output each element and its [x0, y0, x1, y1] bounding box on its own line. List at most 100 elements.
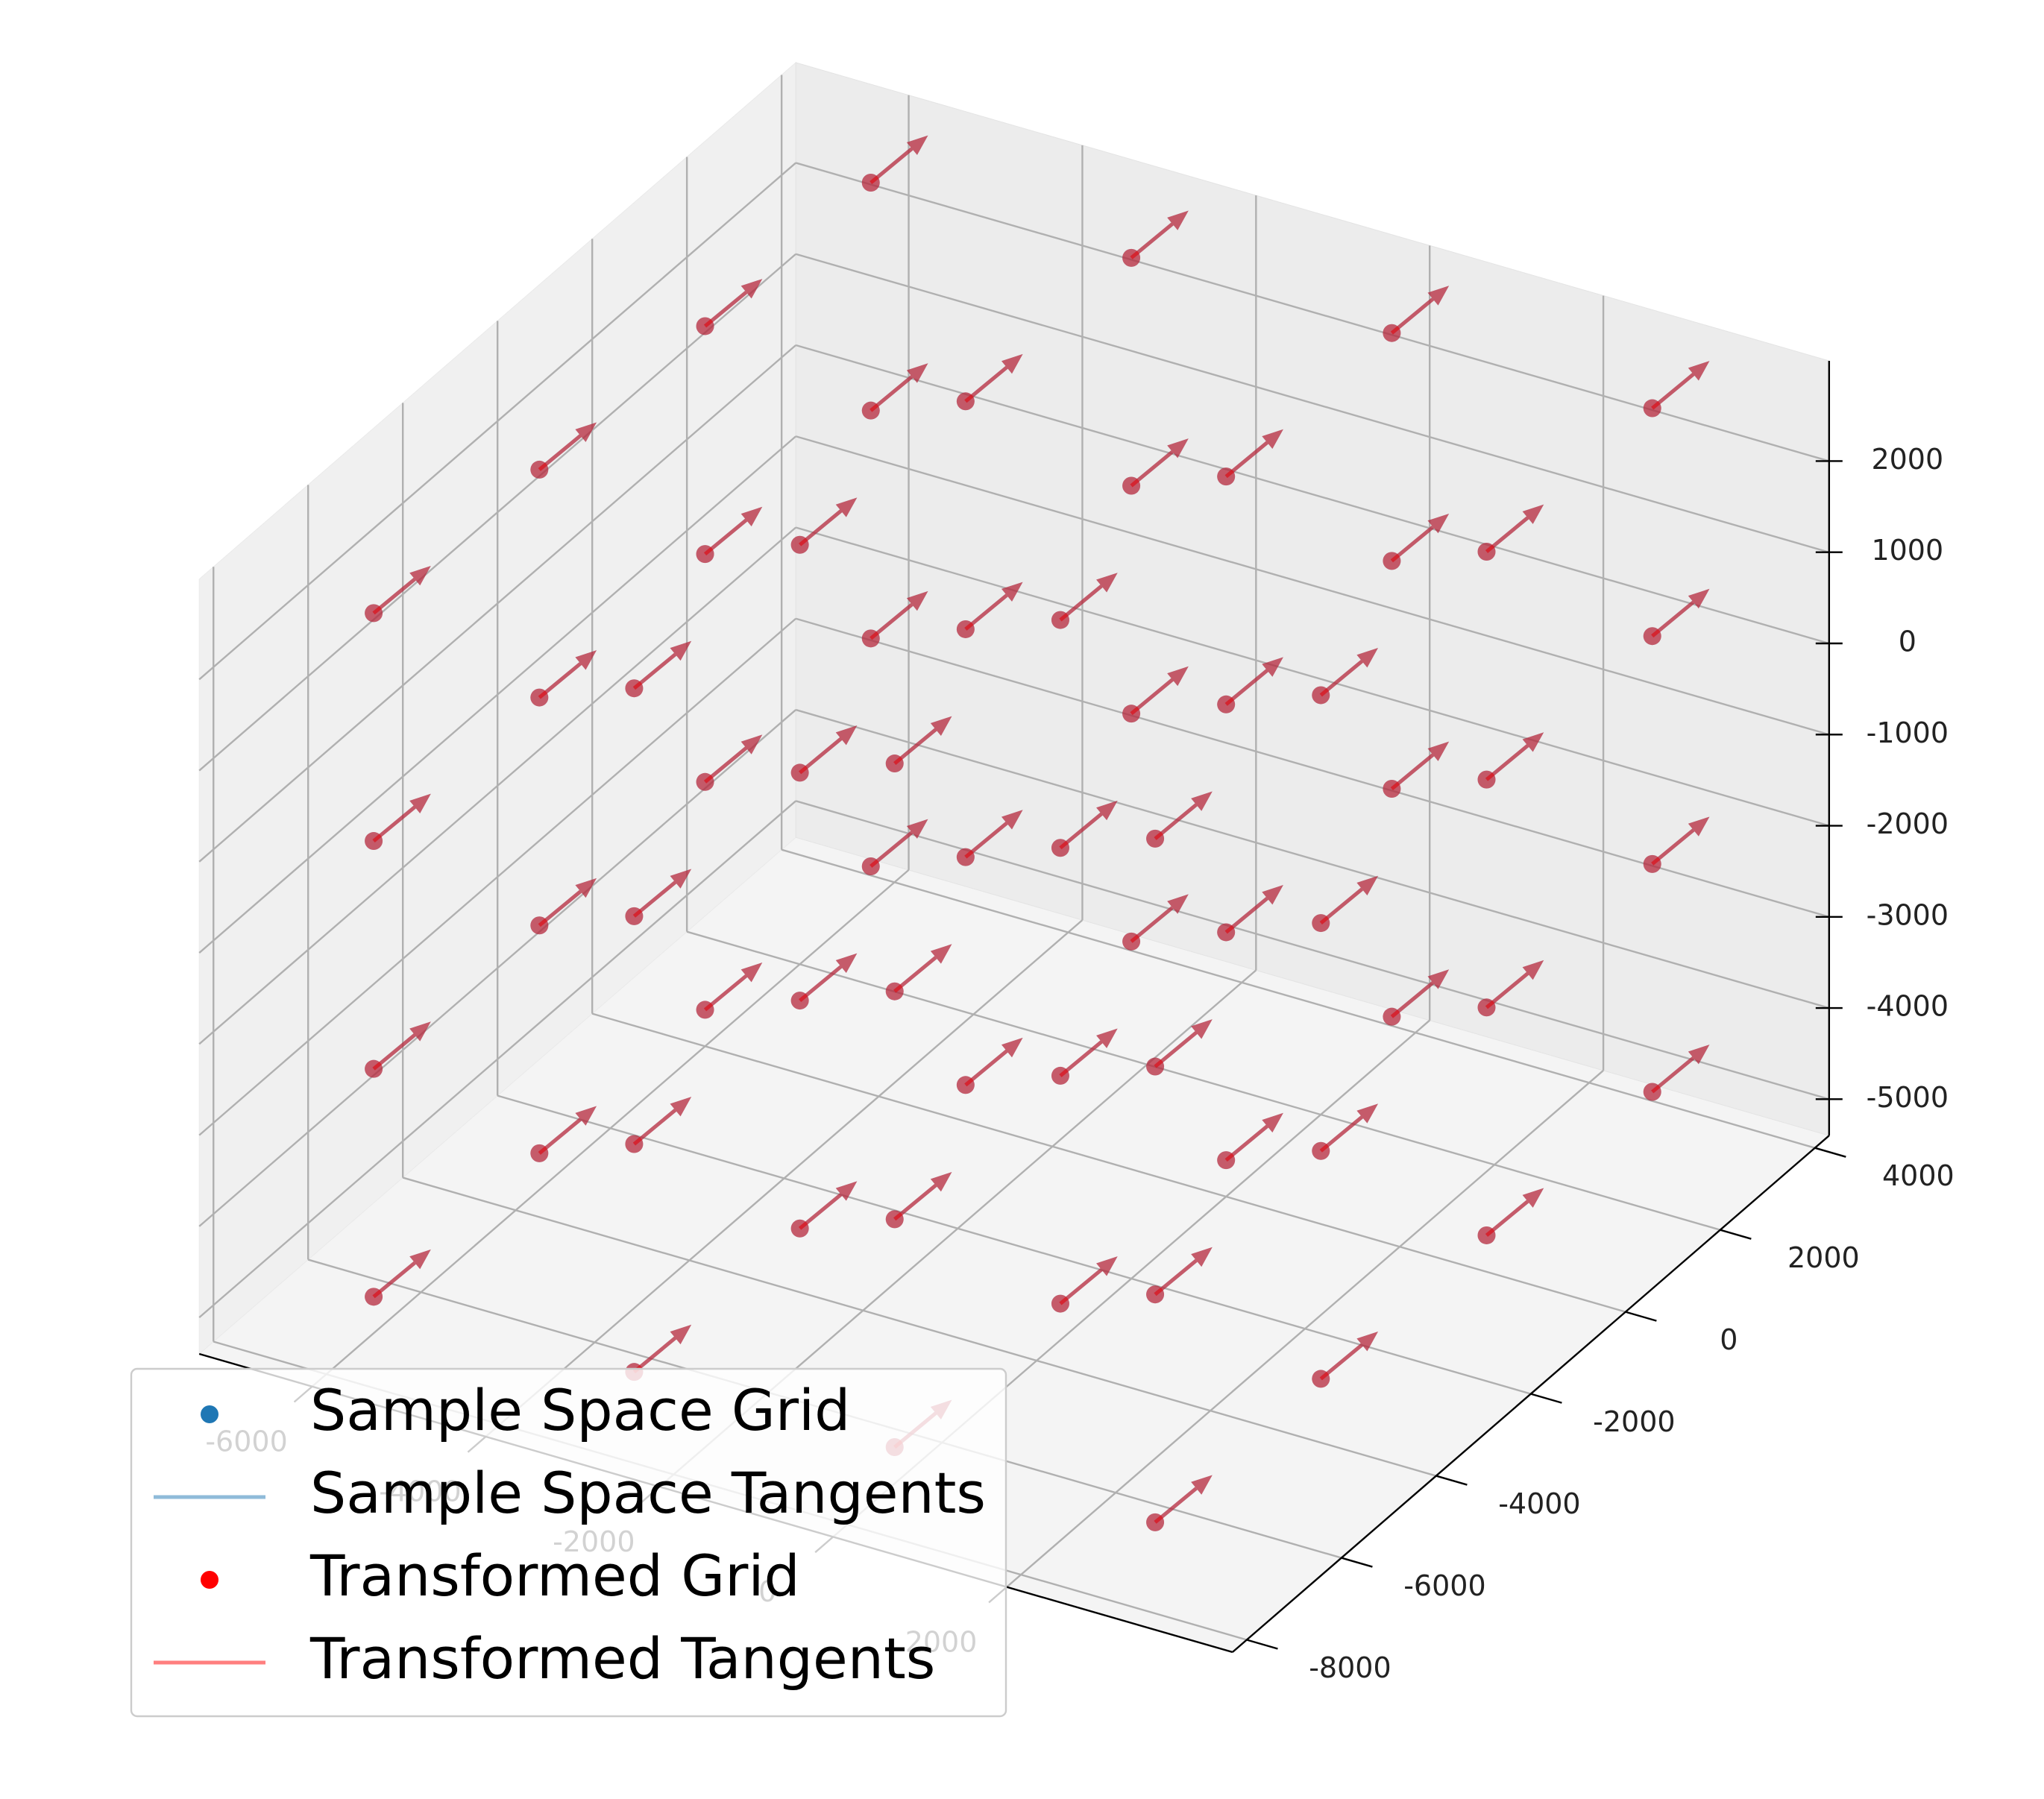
z-tick-label: 2000	[1871, 443, 1943, 476]
tangent-shaft	[799, 965, 843, 1002]
tangent-shaft	[1154, 1487, 1198, 1524]
y-tick-label: 0	[1720, 1323, 1738, 1356]
tangent-shaft	[1651, 373, 1695, 410]
legend-label: Transformed Grid	[309, 1543, 800, 1609]
grid-line	[795, 708, 1830, 1009]
tangent-head	[835, 725, 858, 746]
tangent-shaft	[870, 602, 913, 640]
tangent-head	[1356, 1103, 1379, 1124]
tangent-shaft	[703, 974, 748, 1012]
tangent-head	[1167, 210, 1189, 230]
tangent-head	[1262, 429, 1283, 450]
tangent-head	[575, 1106, 597, 1126]
legend-label: Transformed Tangents	[309, 1625, 935, 1692]
grid-line	[795, 435, 1830, 736]
tangent-head	[835, 953, 858, 973]
y-tick	[1341, 1557, 1373, 1568]
z-tick-label: 1000	[1871, 534, 1943, 567]
grid-line	[497, 1094, 1532, 1395]
tangent-shaft	[703, 746, 748, 784]
tangent-head	[930, 716, 952, 736]
y-tick	[1246, 1639, 1278, 1650]
z-tick-label: -1000	[1867, 716, 1949, 749]
tangent-shaft	[1059, 585, 1103, 622]
grid-line	[781, 848, 1816, 1149]
tangent-shaft	[1485, 1200, 1529, 1237]
tangent-head	[1688, 1045, 1710, 1065]
grid-line	[198, 800, 796, 1319]
tangent-head	[409, 1021, 431, 1042]
tangent-shaft	[1485, 744, 1529, 781]
tangent-shaft	[1651, 828, 1695, 866]
grid-line	[795, 526, 1830, 827]
tangent-shaft	[1319, 1115, 1364, 1153]
y-tick-label: -8000	[1309, 1651, 1391, 1684]
tangent-head	[1001, 582, 1023, 602]
tangent-shaft	[1224, 896, 1268, 934]
legend-label: Sample Space Tangents	[310, 1460, 986, 1526]
tangent-shaft	[799, 509, 843, 546]
tangent-head	[1096, 1256, 1118, 1276]
tangent-head	[906, 135, 928, 155]
tangent-shaft	[1130, 450, 1174, 488]
tangent-head	[1001, 353, 1023, 374]
tangent-head	[575, 422, 597, 442]
grid-line	[686, 930, 1721, 1231]
tangent-shaft	[632, 1336, 677, 1374]
tangent-head	[740, 506, 763, 527]
tangent-shaft	[1224, 669, 1268, 706]
tangent-shaft	[632, 652, 677, 690]
tangent-head	[906, 363, 928, 383]
tangent-shaft	[1390, 525, 1435, 563]
y-tick	[1625, 1311, 1657, 1322]
tangent-head	[1167, 894, 1189, 914]
tangent-shaft	[870, 375, 913, 412]
tangent-head	[740, 734, 763, 754]
tangent-head	[906, 819, 928, 839]
grid-line	[402, 1176, 1437, 1477]
tangent-head	[1688, 588, 1710, 609]
tangent-head	[670, 1324, 692, 1345]
tangent-shaft	[964, 365, 1008, 403]
tangent-shaft	[1059, 1040, 1103, 1077]
tangent-head	[670, 640, 692, 661]
tangent-head	[1427, 286, 1450, 306]
tangent-shaft	[1651, 600, 1695, 638]
tangent-head	[575, 650, 597, 670]
tangent-head	[1096, 1028, 1118, 1048]
tangent-shaft	[893, 728, 937, 765]
tangent-head	[1191, 791, 1213, 811]
grid-line	[198, 709, 796, 1227]
y-tick	[1435, 1475, 1468, 1486]
tangent-head	[1001, 810, 1023, 830]
grid-line	[198, 344, 796, 863]
tangent-head	[835, 1181, 858, 1201]
tangent-shaft	[964, 822, 1008, 859]
tangent-head	[1167, 666, 1189, 687]
legend-marker	[201, 1405, 218, 1423]
grid-line	[198, 162, 796, 681]
legend-box	[130, 1367, 1007, 1718]
tangent-head	[1191, 1247, 1213, 1267]
tangent-head	[1167, 438, 1189, 459]
tangent-head	[1522, 1188, 1544, 1208]
tangent-shaft	[1390, 981, 1435, 1018]
legend: Sample Space Grid Sample Space Tangents Tr…	[130, 1367, 1007, 1718]
tangent-head	[1262, 1112, 1283, 1133]
tangent-shaft	[1130, 222, 1174, 259]
tangent-head	[1522, 960, 1544, 980]
tangent-shaft	[372, 1033, 416, 1071]
tangent-shaft	[1485, 516, 1529, 553]
tangent-shaft	[870, 147, 913, 184]
z-tick-label: -3000	[1867, 898, 1949, 931]
tangent-shaft	[632, 1109, 677, 1146]
tangent-shaft	[538, 662, 582, 699]
tangent-head	[1191, 1019, 1213, 1039]
tangent-head	[835, 497, 858, 517]
legend-marker	[201, 1571, 218, 1589]
tangent-head	[1356, 648, 1379, 668]
y-tick-label: 2000	[1787, 1241, 1860, 1274]
tangent-shaft	[1130, 678, 1174, 716]
tangent-head	[670, 1097, 692, 1117]
tangent-shaft	[1059, 812, 1103, 850]
